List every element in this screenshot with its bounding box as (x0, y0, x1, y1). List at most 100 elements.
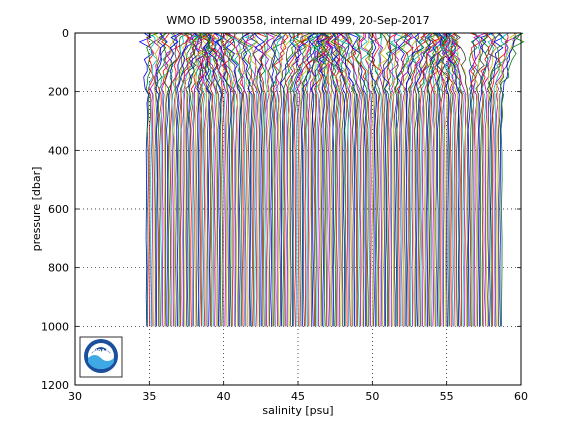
profile-line (439, 32, 450, 327)
profile-line (274, 32, 288, 327)
profile-line (163, 32, 176, 327)
profile-line (418, 32, 438, 327)
profile-line (432, 32, 448, 327)
profile-line (203, 32, 213, 327)
y-tick-label: 600 (48, 203, 69, 216)
profile-lines (138, 32, 525, 327)
profile-line (185, 32, 203, 327)
profile-line (160, 32, 178, 327)
profile-line (298, 32, 319, 327)
profile-line (303, 32, 319, 327)
profile-line (203, 32, 220, 327)
profile-line (452, 32, 469, 327)
profile-line (173, 32, 190, 327)
profile-line (366, 32, 376, 327)
profile-line (175, 32, 190, 327)
profile-line (481, 32, 498, 327)
y-tick-label: 1000 (41, 320, 69, 333)
profile-line (396, 32, 414, 327)
profile-line (275, 32, 287, 327)
profile-line (499, 32, 524, 327)
profile-line (256, 32, 269, 327)
profile-line (219, 32, 238, 327)
profile-line (381, 32, 392, 327)
profile-line (341, 32, 362, 327)
profile-line (360, 32, 373, 327)
profile-line (237, 32, 251, 327)
profile-line (443, 32, 457, 327)
profile-line (342, 32, 358, 327)
profile-line (344, 32, 363, 327)
profile-line (224, 32, 244, 327)
y-tick-label: 0 (62, 27, 69, 40)
logo-text: NOAA (93, 349, 109, 355)
profile-line (368, 32, 377, 327)
profile-line (442, 32, 455, 327)
profile-line (301, 32, 317, 327)
profile-line (376, 32, 383, 327)
profile-line (169, 32, 191, 327)
profile-line (486, 32, 501, 327)
profile-line (453, 32, 470, 327)
profile-line (262, 32, 276, 327)
profile-line (335, 32, 351, 327)
x-tick-label: 50 (365, 390, 379, 403)
profile-line (270, 32, 286, 327)
profile-line (499, 32, 525, 327)
profile-line (493, 32, 509, 327)
profile-line (407, 32, 426, 327)
profile-line (253, 32, 265, 327)
profile-line (364, 32, 375, 327)
profile-line (170, 32, 186, 327)
profile-line (480, 32, 494, 327)
profile-line (402, 32, 419, 327)
profile-line (478, 32, 494, 327)
profile-line (286, 32, 305, 327)
profile-line (354, 32, 368, 327)
profile-line (233, 32, 249, 327)
profile-line (152, 32, 160, 327)
profile-line (495, 32, 518, 327)
axis-ticks (74, 32, 522, 386)
profile-line (147, 32, 155, 327)
profile-line (442, 32, 452, 327)
profile-line (368, 32, 382, 327)
logo-wave-icon (88, 355, 114, 369)
profile-line (332, 32, 345, 327)
profile-line (305, 32, 322, 327)
profile-line (176, 32, 195, 327)
profile-line (346, 32, 365, 327)
profile-line (249, 32, 261, 327)
profile-line (391, 32, 406, 327)
profile-line (296, 32, 320, 327)
profile-line (325, 32, 335, 327)
profile-line (225, 32, 243, 327)
profile-line (491, 32, 509, 327)
profile-line (182, 32, 198, 327)
profile-line (340, 32, 361, 327)
profile-line (314, 32, 332, 327)
profile-line (317, 32, 329, 327)
profile-line (211, 32, 224, 327)
profile-line (408, 32, 428, 327)
profile-line (149, 32, 163, 327)
profile-line (445, 32, 453, 327)
profile-line (201, 32, 212, 327)
profile-line (249, 32, 264, 327)
profile-line (405, 32, 425, 327)
profile-line (393, 32, 410, 327)
profile-line (188, 32, 207, 327)
y-tick-labels: 0 200 400 600 800 1000 1200 (41, 27, 69, 392)
profile-line (346, 32, 367, 327)
x-tick-label: 55 (440, 390, 454, 403)
profile-line (446, 32, 460, 327)
profile-line (285, 32, 303, 327)
profile-line (265, 32, 279, 327)
profile-line (430, 32, 446, 327)
x-tick-label: 30 (68, 390, 82, 403)
profile-line (339, 32, 356, 327)
x-tick-label: 60 (514, 390, 528, 403)
profile-line (192, 32, 208, 327)
profile-line (224, 32, 239, 327)
y-tick-label: 200 (48, 86, 69, 99)
